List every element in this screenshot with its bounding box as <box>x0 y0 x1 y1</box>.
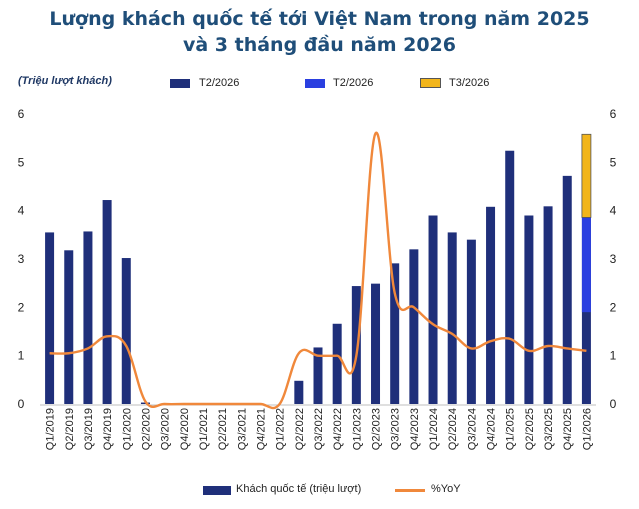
y-tick-left: 1 <box>18 349 25 363</box>
y-tick-left: 4 <box>18 204 25 218</box>
x-tick-label: Q4/2024 <box>486 408 498 450</box>
bar <box>351 286 361 404</box>
bar <box>466 239 476 404</box>
title-line-1: Lượng khách quốc tế tới Việt Nam trong n… <box>49 8 590 30</box>
x-tick-label: Q3/2025 <box>543 408 555 450</box>
y-tick-left: 2 <box>18 300 25 314</box>
x-tick-label: Q4/2021 <box>255 408 267 450</box>
x-tick-label: Q2/2023 <box>371 408 383 450</box>
bar <box>83 231 93 404</box>
legend-label-t3-2026: T3/2026 <box>449 77 490 89</box>
bar <box>313 347 323 404</box>
legend-label-t2-2026-dark: T2/2026 <box>199 77 240 89</box>
y-tick-right: 3 <box>610 252 617 266</box>
yoy-line <box>49 131 587 410</box>
bar <box>543 206 553 404</box>
legend-label-yoy: %YoY <box>431 483 461 495</box>
bar <box>294 380 304 404</box>
bar <box>524 215 534 404</box>
x-tick-label: Q4/2025 <box>562 408 574 450</box>
bar <box>409 249 419 404</box>
legend-label-t2-2026-blue: T2/2026 <box>333 77 374 89</box>
x-tick-label: Q2/2025 <box>524 408 536 450</box>
bar <box>486 206 496 404</box>
legend-swatch-t2-2026-dark <box>170 79 190 88</box>
y-tick-right: 5 <box>610 155 617 169</box>
title-line-2: và 3 tháng đầu năm 2026 <box>182 34 457 56</box>
y-tick-right: 6 <box>610 107 617 121</box>
y-tick-left: 6 <box>18 107 25 121</box>
x-tick-label: Q3/2020 <box>160 408 172 450</box>
bar <box>45 232 55 404</box>
x-tick-label: Q4/2022 <box>332 408 344 450</box>
x-tick-label: Q1/2021 <box>198 408 210 450</box>
chart-title: Lượng khách quốc tế tới Việt Nam trong n… <box>0 6 639 58</box>
y-tick-right: 1 <box>610 349 617 363</box>
bar <box>332 323 342 404</box>
y-tick-right: 2 <box>610 300 617 314</box>
legend-swatch-yoy <box>395 489 425 492</box>
x-tick-label: Q1/2024 <box>428 408 440 450</box>
x-tick-label: Q1/2025 <box>505 408 517 450</box>
x-tick-label: Q1/2023 <box>351 408 363 450</box>
x-tick-label: Q2/2021 <box>217 408 229 450</box>
bar <box>447 232 457 404</box>
y-tick-left: 0 <box>18 397 25 411</box>
x-tick-label: Q4/2020 <box>179 408 191 450</box>
legend-swatch-visitors <box>203 486 231 495</box>
bar <box>562 175 572 404</box>
x-tick-label: Q1/2026 <box>581 408 593 450</box>
y-tick-right: 0 <box>610 397 617 411</box>
y-tick-right: 4 <box>610 204 617 218</box>
legend-swatch-t2-2026-blue <box>305 79 325 88</box>
y-axis-unit-label: (Triệu lượt khách) <box>18 75 112 87</box>
x-tick-label: Q4/2023 <box>409 408 421 450</box>
x-tick-label: Q3/2023 <box>390 408 402 450</box>
legend-label-visitors: Khách quốc tế (triệu lượt) <box>236 483 362 495</box>
x-tick-label: Q3/2024 <box>466 408 478 450</box>
legend-swatch-t3-2026 <box>420 78 441 88</box>
x-tick-label: Q3/2019 <box>83 408 95 450</box>
x-tick-label: Q2/2020 <box>140 408 152 450</box>
bar <box>102 200 112 404</box>
x-tick-label: Q3/2021 <box>236 408 248 450</box>
x-tick-label: Q2/2024 <box>447 408 459 450</box>
y-tick-left: 3 <box>18 252 25 266</box>
bar <box>121 258 131 404</box>
bar <box>428 215 438 404</box>
x-tick-label: Q1/2019 <box>45 408 57 450</box>
x-tick-label: Q2/2019 <box>64 408 76 450</box>
x-tick-label: Q2/2022 <box>294 408 306 450</box>
bar <box>371 283 381 404</box>
x-tick-label: Q3/2022 <box>313 408 325 450</box>
y-tick-left: 5 <box>18 155 25 169</box>
bar <box>505 150 515 404</box>
bar-segment-t3-2026 <box>581 133 592 218</box>
x-tick-label: Q4/2019 <box>102 408 114 450</box>
bar <box>390 263 400 404</box>
bar <box>64 250 74 404</box>
bar-segment-t2-2026-blue <box>581 217 591 313</box>
x-tick-label: Q1/2022 <box>275 408 287 450</box>
x-tick-label: Q1/2020 <box>121 408 133 450</box>
